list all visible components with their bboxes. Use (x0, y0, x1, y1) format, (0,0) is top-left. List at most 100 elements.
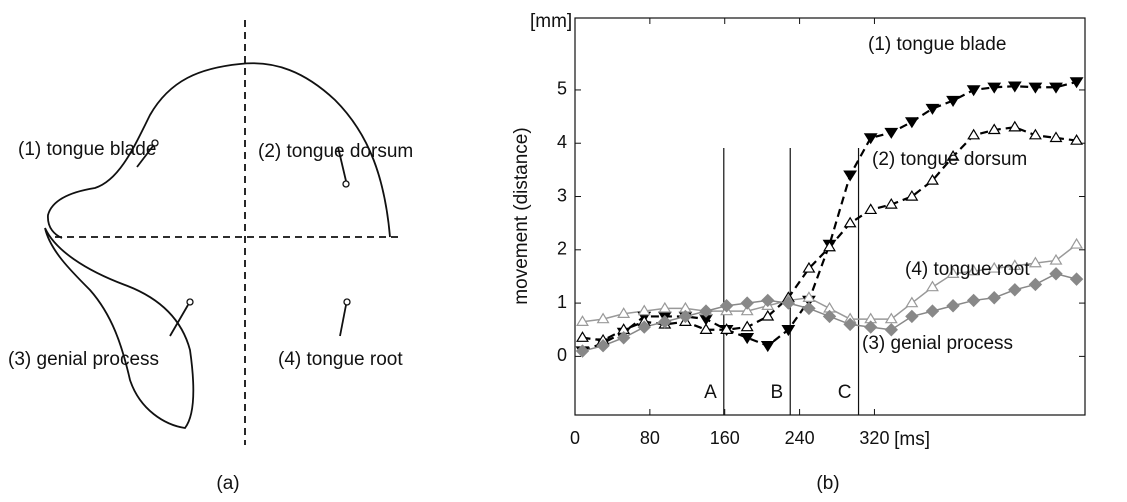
data-point (596, 339, 610, 353)
data-point (987, 261, 1001, 273)
tongue-outline (47, 62, 391, 239)
data-point (699, 323, 713, 334)
data-point (678, 309, 693, 324)
sensor (186, 298, 194, 306)
data-point (967, 264, 981, 276)
y-tick-label: 3 (557, 185, 567, 205)
diagram-label: (4) tongue root (278, 349, 403, 370)
data-point (987, 123, 1001, 135)
data-point (1070, 133, 1084, 145)
data-point (843, 170, 858, 182)
data-point (946, 149, 960, 161)
x-unit: [ms] (894, 429, 930, 450)
data-point (822, 309, 837, 324)
pointer (339, 304, 347, 337)
series-label: (2) tongue dorsum (872, 149, 1027, 170)
data-point (596, 312, 610, 324)
pointer (169, 304, 189, 337)
data-point (719, 299, 734, 313)
data-point (1028, 256, 1042, 268)
sensor (151, 139, 159, 147)
data-point (1028, 128, 1042, 140)
data-point (905, 296, 919, 308)
data-point (576, 331, 589, 342)
y-tick-label: 4 (557, 132, 567, 152)
data-point (616, 331, 631, 345)
data-point (802, 291, 816, 302)
sensor (342, 180, 350, 188)
data-point (781, 325, 796, 337)
data-point (987, 291, 1001, 305)
data-point (1049, 253, 1063, 265)
diagram-label: (2) tongue dorsum (258, 141, 413, 162)
data-point (863, 133, 878, 145)
data-point (863, 320, 878, 334)
data-point (1069, 272, 1084, 286)
data-point (740, 333, 755, 345)
data-point (1049, 131, 1063, 143)
data-point (946, 267, 960, 278)
data-point (760, 341, 775, 353)
phase-label: A (704, 382, 717, 403)
diagram-label: (1) tongue blade (18, 139, 156, 160)
series-label: (1) tongue blade (868, 34, 1006, 55)
data-point (1049, 82, 1063, 94)
x-tick-label: 80 (640, 428, 660, 448)
data-point (1049, 267, 1063, 281)
data-point (843, 216, 857, 228)
data-point (1008, 259, 1022, 270)
jaw-outline (44, 227, 195, 429)
phase-label: C (838, 382, 852, 403)
data-point (761, 293, 775, 308)
y-tick-label: 5 (557, 79, 567, 99)
data-point (1028, 277, 1043, 292)
data-point (864, 203, 878, 215)
series-label: (3) genial process (862, 333, 1013, 354)
data-point (699, 304, 713, 318)
data-point (1008, 283, 1022, 297)
y-tick-label: 1 (557, 292, 567, 312)
data-point (1008, 120, 1022, 132)
plot-frame (574, 17, 1086, 416)
data-point (617, 307, 631, 318)
data-point (966, 85, 981, 97)
data-point (925, 304, 940, 318)
data-point (946, 299, 960, 313)
x-tick-label: 320 (859, 428, 889, 448)
data-point (904, 117, 919, 129)
data-point (637, 304, 651, 316)
data-point (823, 240, 836, 252)
data-point (740, 304, 754, 316)
data-point (802, 301, 816, 316)
phase-label: B (771, 382, 784, 403)
data-point (967, 128, 981, 140)
data-point (1069, 77, 1084, 89)
data-point (1028, 82, 1043, 94)
data-point (575, 344, 590, 358)
tongue-diagram (44, 20, 398, 445)
diagram-label: (3) genial process (8, 349, 159, 370)
data-point (761, 309, 775, 321)
data-point (884, 197, 898, 209)
data-point (884, 312, 898, 324)
data-point (884, 127, 899, 139)
data-point (987, 82, 1002, 94)
data-point (843, 317, 857, 332)
data-point (926, 173, 939, 185)
caption: (a) (216, 473, 239, 494)
data-point (926, 280, 939, 292)
data-point (925, 103, 940, 115)
data-point (740, 320, 754, 332)
data-point (1007, 81, 1022, 93)
sensor (343, 298, 351, 306)
data-point (637, 320, 651, 334)
pointer (136, 145, 154, 168)
data-point (576, 315, 589, 326)
data-point (905, 309, 919, 324)
y-axis-title: movement (distance) (511, 127, 532, 304)
y-unit: [mm] (530, 11, 572, 32)
caption: (b) (816, 473, 839, 494)
data-point (658, 315, 672, 329)
